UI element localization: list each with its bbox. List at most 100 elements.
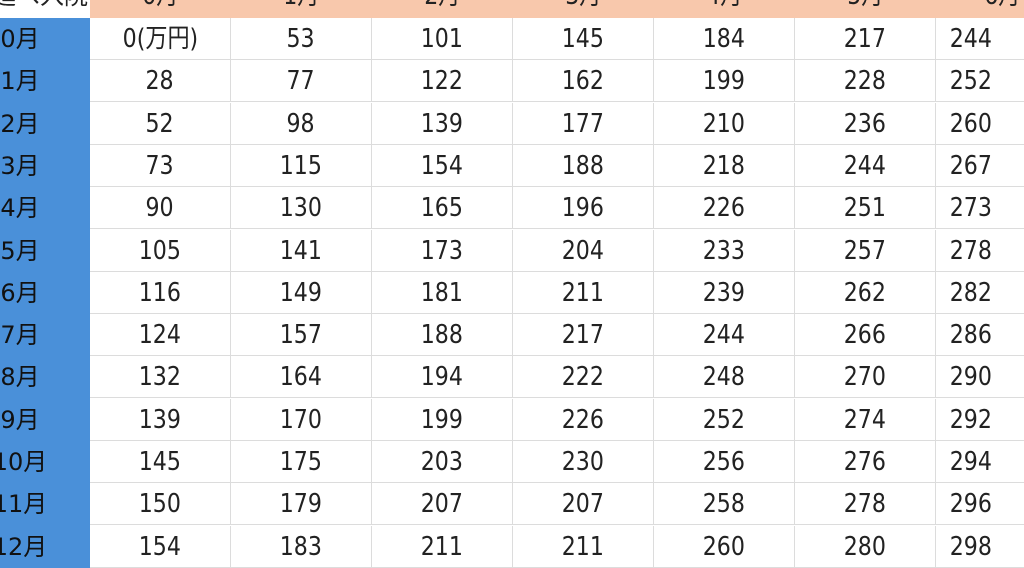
table-cell[interactable]: 294: [936, 441, 1024, 483]
table-cell[interactable]: 251: [795, 187, 936, 230]
table-cell[interactable]: 139: [90, 398, 231, 441]
column-header[interactable]: 2月: [372, 0, 513, 18]
row-label[interactable]: 8月: [0, 363, 40, 392]
row-label[interactable]: 12月: [0, 532, 48, 561]
table-cell[interactable]: 298: [936, 526, 1024, 568]
table-cell[interactable]: 188: [372, 314, 513, 357]
table-cell[interactable]: 248: [654, 356, 795, 399]
table-cell[interactable]: 204: [513, 229, 654, 272]
table-cell[interactable]: 273: [936, 187, 1024, 230]
table-cell[interactable]: 230: [513, 441, 654, 483]
table-cell[interactable]: 90: [90, 187, 231, 230]
table-cell[interactable]: 28: [90, 60, 231, 103]
table-cell[interactable]: 233: [654, 229, 795, 272]
table-cell[interactable]: 278: [936, 230, 1024, 272]
table-cell[interactable]: 226: [654, 187, 795, 230]
table-cell[interactable]: 217: [795, 18, 936, 60]
table-cell[interactable]: 116: [90, 271, 231, 314]
row-label[interactable]: 4月: [0, 194, 40, 223]
column-header[interactable]: 4月: [654, 0, 795, 18]
table-cell[interactable]: 239: [654, 271, 795, 314]
table-cell[interactable]: 266: [795, 314, 936, 357]
table-cell[interactable]: 132: [90, 356, 231, 399]
table-cell[interactable]: 98: [231, 102, 372, 145]
table-cell[interactable]: 145: [90, 441, 231, 483]
table-cell[interactable]: 164: [231, 356, 372, 399]
table-cell[interactable]: 154: [90, 525, 231, 568]
table-cell[interactable]: 165: [372, 187, 513, 230]
table-cell[interactable]: 267: [936, 145, 1024, 187]
table-cell[interactable]: 157: [231, 314, 372, 357]
table-cell[interactable]: 203: [372, 441, 513, 483]
table-cell[interactable]: 194: [372, 356, 513, 399]
row-label[interactable]: 1月: [0, 67, 40, 96]
table-cell[interactable]: 177: [513, 102, 654, 145]
row-label[interactable]: 6月: [0, 278, 40, 307]
row-label[interactable]: 0月: [0, 25, 40, 53]
table-cell[interactable]: 173: [372, 229, 513, 272]
table-cell[interactable]: 262: [795, 271, 936, 314]
table-cell[interactable]: 210: [654, 102, 795, 145]
row-label[interactable]: 7月: [0, 321, 40, 350]
table-cell[interactable]: 282: [936, 272, 1024, 314]
table-cell[interactable]: 270: [795, 356, 936, 399]
table-cell[interactable]: 53: [231, 18, 372, 60]
table-cell[interactable]: 141: [231, 229, 372, 272]
table-cell[interactable]: 296: [936, 483, 1024, 526]
table-cell[interactable]: 244: [654, 314, 795, 357]
table-cell[interactable]: 105: [90, 229, 231, 272]
table-cell[interactable]: 280: [795, 525, 936, 568]
table-cell[interactable]: 175: [231, 441, 372, 483]
table-cell[interactable]: 257: [795, 229, 936, 272]
row-label[interactable]: 2月: [0, 109, 40, 138]
table-cell[interactable]: 276: [795, 441, 936, 483]
column-header[interactable]: 6月: [936, 0, 1024, 18]
table-cell[interactable]: 292: [936, 399, 1024, 441]
table-cell[interactable]: 274: [795, 398, 936, 441]
table-cell[interactable]: 188: [513, 144, 654, 187]
table-cell[interactable]: 170: [231, 398, 372, 441]
table-cell[interactable]: 139: [372, 102, 513, 145]
table-cell[interactable]: 278: [795, 483, 936, 526]
table-cell[interactable]: 211: [372, 525, 513, 568]
table-cell[interactable]: 286: [936, 314, 1024, 357]
table-cell[interactable]: 162: [513, 60, 654, 103]
table-cell[interactable]: 207: [513, 483, 654, 526]
table-cell[interactable]: 115: [231, 144, 372, 187]
table-cell[interactable]: 252: [654, 398, 795, 441]
table-cell[interactable]: 199: [654, 60, 795, 103]
table-cell[interactable]: 207: [372, 483, 513, 526]
column-header[interactable]: 3月: [513, 0, 654, 18]
table-cell[interactable]: 211: [513, 525, 654, 568]
table-cell[interactable]: 101: [372, 18, 513, 60]
table-cell[interactable]: 211: [513, 271, 654, 314]
row-label[interactable]: 9月: [0, 405, 40, 434]
table-cell[interactable]: 260: [936, 103, 1024, 145]
table-cell[interactable]: 222: [513, 356, 654, 399]
table-cell[interactable]: 199: [372, 398, 513, 441]
table-cell[interactable]: 252: [936, 60, 1024, 103]
table-cell[interactable]: 258: [654, 483, 795, 526]
table-cell[interactable]: 154: [372, 144, 513, 187]
table-cell[interactable]: 260: [654, 525, 795, 568]
table-cell[interactable]: 228: [795, 60, 936, 103]
column-header[interactable]: 0月: [90, 0, 231, 18]
column-header[interactable]: 5月: [795, 0, 936, 18]
row-label[interactable]: 11月: [0, 490, 48, 519]
table-cell[interactable]: 218: [654, 144, 795, 187]
table-cell[interactable]: 181: [372, 271, 513, 314]
table-cell[interactable]: 77: [231, 60, 372, 103]
table-cell[interactable]: 150: [90, 483, 231, 526]
table-cell[interactable]: 290: [936, 356, 1024, 399]
table-cell[interactable]: 183: [231, 525, 372, 568]
table-cell[interactable]: 52: [90, 102, 231, 145]
table-cell[interactable]: 122: [372, 60, 513, 103]
table-cell[interactable]: 196: [513, 187, 654, 230]
table-cell[interactable]: 73: [90, 144, 231, 187]
table-cell[interactable]: 256: [654, 441, 795, 483]
table-cell[interactable]: 130: [231, 187, 372, 230]
table-cell[interactable]: 124: [90, 314, 231, 357]
table-cell[interactable]: 244: [936, 18, 1024, 60]
table-cell[interactable]: 0(万円): [90, 18, 231, 60]
table-cell[interactable]: 184: [654, 18, 795, 60]
